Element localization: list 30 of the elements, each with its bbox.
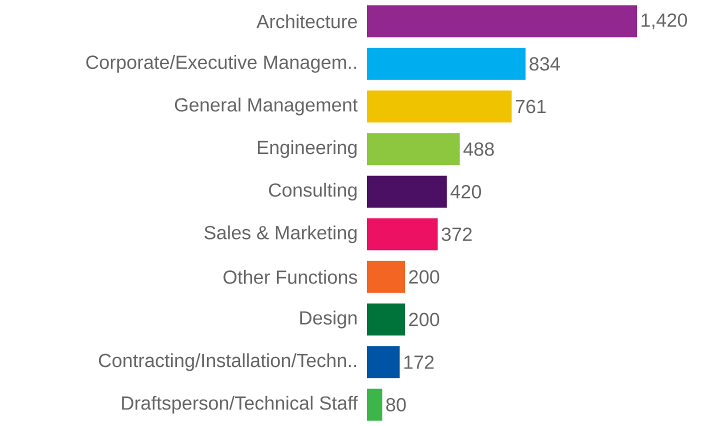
bar [367,388,382,421]
data-label: 1,420 [642,13,688,30]
bar [367,346,400,378]
data-label: 761 [516,100,546,114]
data-label: 80 [386,398,406,412]
bar [367,133,460,166]
y-tick-label: Consulting [268,182,357,201]
y-tick-label: Architecture [256,14,357,28]
y-tick-label: General Management [174,98,358,116]
y-tick-label: Engineering [258,140,357,158]
y-tick-label: Contracting/Installation/Techn.. [98,353,356,371]
bar [367,90,512,122]
data-label: 200 [409,270,440,284]
y-tick-label: Sales & Marketing [204,225,357,244]
bar [367,260,406,293]
y-tick-label: Design [300,310,357,328]
y-tick-label: Draftsperson/Technical Staff [122,396,358,414]
data-label: 200 [409,312,440,326]
bar [367,48,526,80]
data-label: 488 [463,142,494,156]
y-tick-label: Other Functions [224,270,358,284]
y-tick-label: Corporate/Executive Managem.. [86,55,356,73]
data-label: 420 [450,184,482,198]
data-label: 372 [442,228,472,242]
data-label: 172 [404,355,434,369]
bar [367,218,438,250]
bar [367,5,638,38]
bar [367,304,406,336]
data-label: 834 [530,57,560,71]
bar [367,176,447,208]
